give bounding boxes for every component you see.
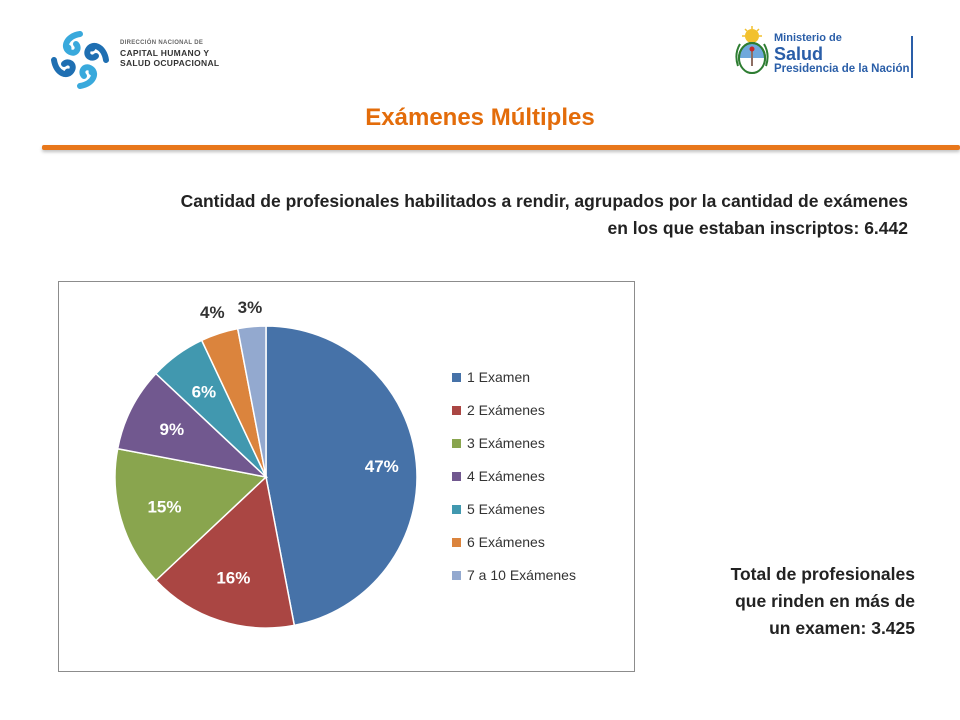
pie-slice-1	[265, 325, 418, 627]
legend-label: 5 Exámenes	[467, 501, 545, 517]
legend-label: 6 Exámenes	[467, 534, 545, 550]
total-note: Total de profesionales que rinden en más…	[665, 561, 915, 642]
legend-label: 7 a 10 Exámenes	[467, 567, 576, 583]
subtitle-line1: Cantidad de profesionales habilitados a …	[180, 191, 908, 211]
legend-label: 3 Exámenes	[467, 435, 545, 451]
slice-data-label: 4%	[200, 303, 225, 322]
pie-slice-7	[236, 325, 267, 478]
legend-label: 4 Exámenes	[467, 468, 545, 484]
page-title: Exámenes Múltiples	[365, 104, 595, 131]
title-underline	[42, 145, 960, 150]
slice-data-label: 16%	[216, 569, 250, 588]
legend-label: 2 Exámenes	[467, 402, 545, 418]
argentina-coat-of-arms-icon	[735, 26, 769, 74]
slice-data-label: 9%	[160, 420, 185, 439]
pie-chart: 47% 16% 15% 9% 6% 4% 3%	[114, 298, 418, 629]
logo-left-line3: SALUD OCUPACIONAL	[120, 58, 220, 68]
pie-chart-frame: 47% 16% 15% 9% 6% 4% 3% 1 Examen 2 Exámenes 3 Ex…	[58, 281, 635, 672]
logo-capital-humano: DIRECCIÓN NACIONAL DE CAPITAL HUMANO Y S…	[48, 28, 248, 89]
subtitle-line2: en los que estaban inscriptos: 6.442	[607, 218, 908, 238]
legend-swatch	[452, 439, 461, 448]
legend-swatch	[452, 373, 461, 382]
chart-subtitle: Cantidad de profesionales habilitados a …	[48, 188, 908, 242]
legend-swatch	[452, 505, 461, 514]
slice-data-label: 3%	[238, 298, 263, 317]
blue-swirl-icon	[51, 31, 109, 89]
legend-swatch	[452, 406, 461, 415]
slice-data-label: 15%	[147, 497, 181, 516]
logo-left-line1: DIRECCIÓN NACIONAL DE	[120, 40, 204, 46]
ministry-line1: Ministerio de	[774, 32, 842, 44]
ministry-line2: Salud	[774, 44, 824, 64]
slice-data-label: 47%	[365, 457, 399, 476]
pie-slice-2	[154, 475, 296, 629]
logo-left-line2: CAPITAL HUMANO Y	[120, 48, 210, 58]
legend-label: 1 Examen	[467, 369, 531, 385]
pie-slice-3	[114, 447, 268, 582]
total-line1: Total de profesionales	[730, 564, 915, 584]
legend-swatch	[452, 571, 461, 580]
legend-swatch	[452, 472, 461, 481]
logo-ministerio-salud: Ministerio de Salud Presidencia de la Na…	[734, 26, 914, 86]
total-line2: que rinden en más de	[735, 591, 915, 611]
pie-slice-4	[116, 372, 269, 479]
slice-data-label: 6%	[192, 382, 217, 401]
total-line3: un examen: 3.425	[769, 618, 915, 638]
logo-divider	[911, 36, 913, 78]
ministry-line3: Presidencia de la Nación	[774, 63, 910, 75]
legend-swatch	[452, 538, 461, 547]
